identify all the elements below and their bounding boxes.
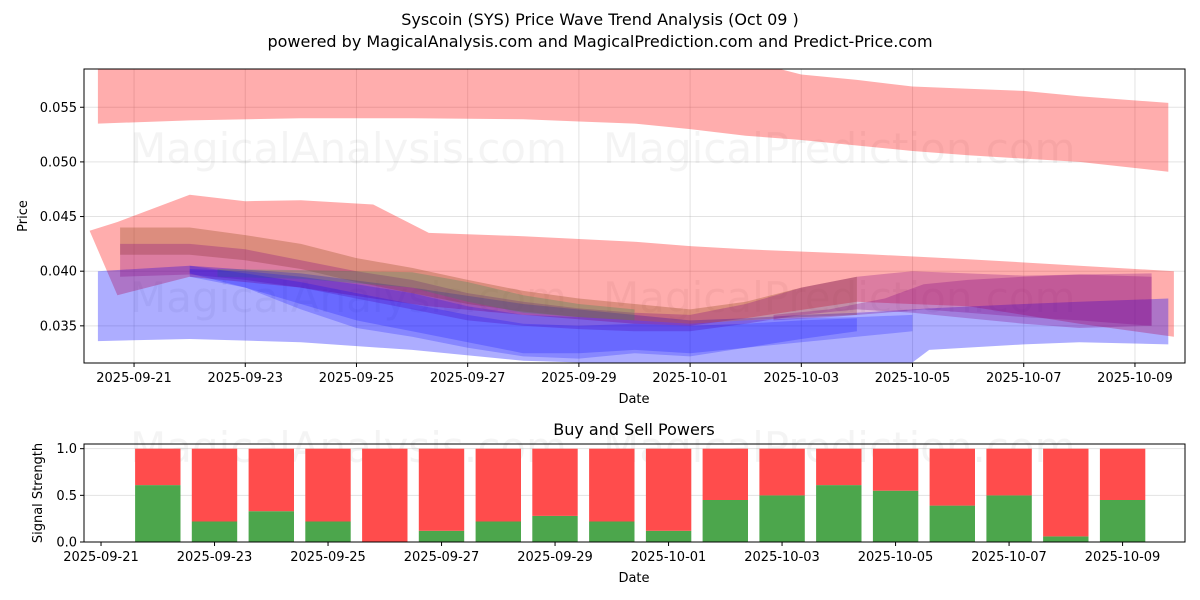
band-brown-wave [120,227,857,324]
sell-bar [589,448,635,522]
sell-bar [872,448,919,491]
signal-x-tick-label: 2025-10-03 [744,550,820,565]
signal-y-tick-label: 1.0 [56,442,77,457]
price-y-tick-label: 0.040 [40,265,77,280]
signal-x-tick-label: 2025-10-05 [858,550,934,565]
band-blue-wave-2 [189,265,857,359]
price-x-tick-label: 2025-09-29 [541,371,617,386]
price-x-tick-label: 2025-10-07 [986,371,1062,386]
band-purple-wave-1 [120,243,1152,332]
buy-bar [532,515,578,542]
buy-bar [1099,500,1146,542]
price-x-tick-label: 2025-10-03 [764,371,840,386]
signal-x-tick-label: 2025-10-07 [971,550,1047,565]
price-x-tick-label: 2025-10-01 [652,371,728,386]
sell-bar [305,448,351,522]
signal-x-tick-label: 2025-09-29 [517,550,593,565]
signal-x-tick-label: 2025-09-25 [290,550,366,565]
buy-sell-title: Buy and Sell Powers [553,420,715,439]
buy-bar [986,495,1032,542]
watermark-analysis-top: MagicalAnalysis.com [130,124,567,173]
band-purple-wave-2 [773,274,1152,326]
sell-bar [475,448,521,522]
price-y-tick-label: 0.050 [40,155,77,170]
buy-bar [702,500,748,542]
buy-bar [191,521,238,542]
buy-bar [872,490,919,542]
price-y-axis-label: Price [16,200,31,232]
sell-bar [191,448,238,522]
signal-y-ticks: 0.0 0.5 1.0 [56,442,84,551]
watermark-prediction-mid: MagicalPrediction.com [603,273,1076,322]
buy-bar [248,511,294,542]
price-axes-frame [83,68,1186,364]
signal-axes-frame [83,443,1186,543]
price-y-tick-label: 0.045 [40,210,77,225]
sell-bar [929,448,975,506]
sell-bar [702,448,748,500]
sell-bar [418,448,465,531]
signal-x-tick-label: 2025-09-21 [63,550,139,565]
signal-x-tick-label: 2025-10-09 [1085,550,1161,565]
price-x-tick-label: 2025-10-05 [875,371,951,386]
chart-subtitle: powered by MagicalAnalysis.com and Magic… [267,32,933,51]
signal-x-ticks: 2025-09-21 2025-09-23 2025-09-25 2025-09-27… [63,542,1160,565]
watermark-analysis-mid: MagicalAnalysis.com [130,273,567,322]
buy-bar [418,530,465,542]
signal-y-axis-label: Signal Strength [31,443,46,543]
sell-bar [1099,448,1146,500]
buy-bar [816,485,862,542]
band-lower-blue-wave [97,265,1169,363]
price-x-tick-label: 2025-09-21 [96,371,172,386]
sell-bar [986,448,1032,496]
price-y-ticks: 0.035 0.040 0.045 0.050 0.055 [40,101,84,334]
sell-bar [248,448,294,512]
price-grid [84,69,1185,363]
buy-bar [929,505,975,542]
sell-bar [816,448,862,486]
signal-y-tick-label: 0.0 [56,536,77,551]
price-wave-chart: MagicalAnalysis.com MagicalPrediction.co… [16,68,1186,407]
buy-bar [645,530,692,542]
price-x-tick-label: 2025-09-23 [207,371,283,386]
chart-title: Syscoin (SYS) Price Wave Trend Analysis … [401,10,799,29]
sell-bar [759,448,805,496]
band-green-wave [217,269,635,321]
band-upper-red-wave [97,69,1169,172]
sell-bar [135,448,181,486]
sell-bar [362,448,408,542]
buy-bar [475,521,521,542]
sell-bar [645,448,692,531]
sell-bar [532,448,578,516]
buy-bar [305,521,351,542]
price-x-axis-label: Date [618,392,649,407]
buy-bar [759,495,805,542]
signal-x-axis-label: Date [618,571,649,586]
watermark-prediction-top: MagicalPrediction.com [603,124,1076,173]
signal-x-tick-label: 2025-09-27 [404,550,480,565]
price-x-tick-label: 2025-10-09 [1097,371,1173,386]
buy-bar [135,485,181,542]
band-blue-wave-1 [189,269,913,354]
band-middle-red-wave [89,194,1174,337]
price-y-tick-label: 0.035 [40,319,77,334]
buy-bar [589,521,635,542]
signal-y-tick-label: 0.5 [56,489,77,504]
price-y-tick-label: 0.055 [40,101,77,116]
price-x-tick-label: 2025-09-25 [319,371,395,386]
sell-bar [1043,448,1089,537]
signal-x-tick-label: 2025-10-01 [631,550,707,565]
signal-x-tick-label: 2025-09-23 [177,550,253,565]
price-bands [89,69,1174,363]
signal-bars [135,448,1146,542]
buy-sell-chart: Buy and Sell Powers MagicalAnalysis.com … [31,420,1186,586]
price-x-tick-label: 2025-09-27 [430,371,506,386]
price-x-ticks: 2025-09-21 2025-09-23 2025-09-25 2025-09-27… [96,363,1173,386]
buy-bar [1043,536,1089,542]
